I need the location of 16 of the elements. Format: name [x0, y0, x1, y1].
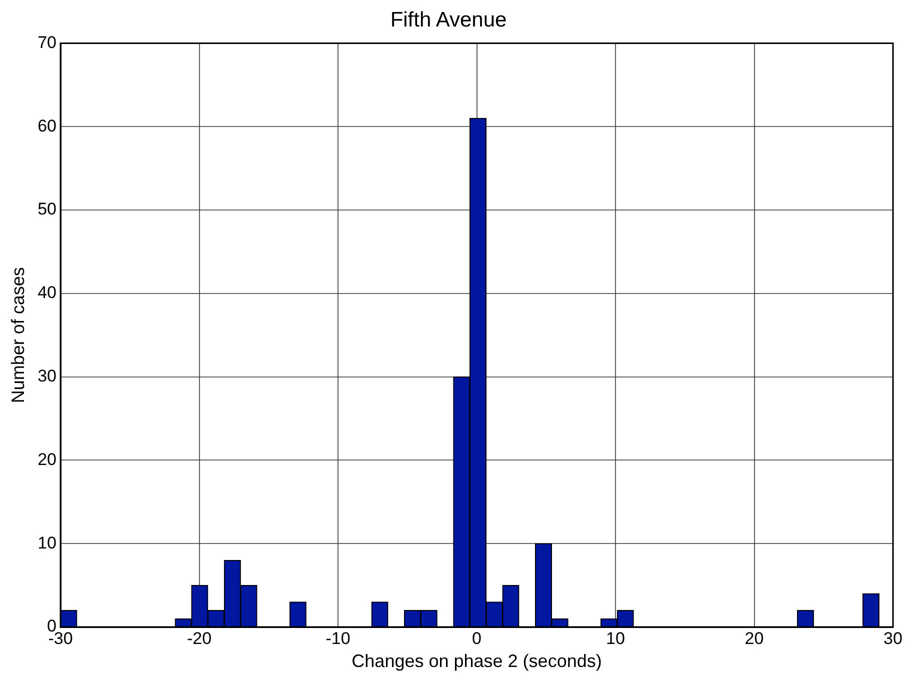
x-tick-label: -10: [326, 628, 350, 648]
y-axis-title: Number of cases: [8, 267, 28, 404]
x-tick-label: -20: [186, 628, 212, 648]
chart-title: Fifth Avenue: [390, 8, 507, 32]
y-tick-label: 30: [38, 366, 57, 386]
y-tick-label: 60: [38, 116, 57, 136]
y-tick-label: 40: [38, 283, 57, 302]
x-axis-title: Changes on phase 2 (seconds): [352, 651, 602, 672]
x-tick-label: 20: [744, 628, 764, 648]
y-tick-label: 50: [38, 200, 57, 219]
y-tick-label: 10: [38, 533, 57, 552]
y-tick-label: 20: [38, 450, 57, 469]
x-tick-label: 10: [606, 628, 625, 648]
y-tick-label: 70: [38, 32, 57, 52]
x-tick-label: 0: [472, 628, 482, 648]
x-tick-label: 30: [884, 628, 902, 648]
